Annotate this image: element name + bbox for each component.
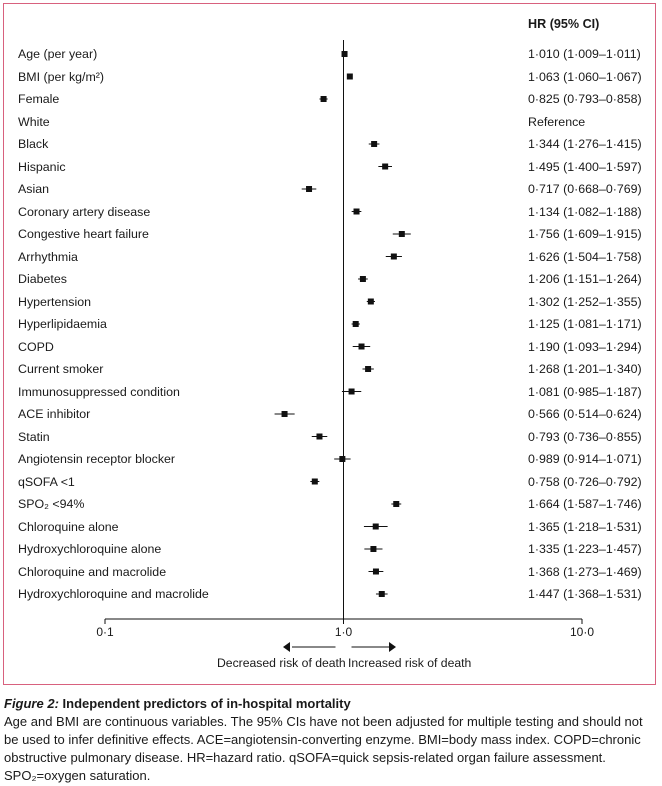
row-label: Hydroxychloroquine alone xyxy=(18,542,162,556)
row-hr-value: 1·206 (1·151–1·264) xyxy=(528,272,642,286)
hr-point xyxy=(339,456,346,462)
row-label: Immunosuppressed condition xyxy=(18,384,180,399)
hr-point xyxy=(341,51,348,57)
row-label: Current smoker xyxy=(18,362,104,376)
row-hr-value: 0·793 (0·736–0·855) xyxy=(528,429,642,444)
row-label: Statin xyxy=(18,429,50,444)
row-label: SPO₂ <94% xyxy=(18,497,85,511)
hr-point xyxy=(320,96,327,102)
hr-point xyxy=(353,208,360,215)
row-label: Female xyxy=(18,92,60,106)
hr-column-header: HR (95% CI) xyxy=(528,17,600,31)
figure-frame xyxy=(3,3,656,685)
row-label: Angiotensin receptor blocker xyxy=(18,452,176,466)
x-tick-label: 10·0 xyxy=(569,625,595,639)
row-label: Chloroquine and macrolide xyxy=(18,564,167,579)
hr-point xyxy=(359,276,366,282)
row-hr-value: 1·010 (1·009–1·011) xyxy=(528,47,641,61)
row-label: BMI (per kg/m²) xyxy=(18,69,105,84)
hr-point xyxy=(398,231,405,237)
row-label: Hispanic xyxy=(18,159,66,174)
decrease-arrow-head xyxy=(283,642,290,652)
row-label: ACE inhibitor xyxy=(18,407,91,421)
row-label: Diabetes xyxy=(18,272,67,286)
row-hr-value: 1·344 (1·276–1·415) xyxy=(528,137,642,151)
row-hr-value: 1·335 (1·223–1·457) xyxy=(528,542,642,556)
row-hr-value: 1·190 (1·093–1·294) xyxy=(528,339,642,354)
hr-point xyxy=(306,186,313,192)
row-label: Coronary artery disease xyxy=(18,204,151,219)
x-tick-label: 1·0 xyxy=(334,625,353,639)
row-hr-value: 1·495 (1·400–1·597) xyxy=(528,159,642,174)
row-hr-value: 0·566 (0·514–0·624) xyxy=(528,407,642,421)
row-label: Hypertension xyxy=(18,294,92,309)
hr-point xyxy=(358,343,365,350)
row-hr-value: 0·989 (0·914–1·071) xyxy=(528,452,642,466)
hr-point xyxy=(372,568,379,575)
row-label: Chloroquine alone xyxy=(18,519,119,534)
increased-risk-label: Increased risk of death xyxy=(348,656,472,670)
figure-caption: Figure 2: Independent predictors of in-h… xyxy=(4,695,656,785)
decreased-risk-label: Decreased risk of death xyxy=(217,656,346,670)
row-hr-value: 1·063 (1·060–1·067) xyxy=(528,69,642,84)
hr-point xyxy=(311,478,318,485)
caption-figure-label: Figure 2: xyxy=(4,696,59,711)
row-hr-value: 1·368 (1·273–1·469) xyxy=(528,564,642,579)
row-hr-value: 1·268 (1·201–1·340) xyxy=(528,362,642,376)
hr-point xyxy=(378,591,385,597)
row-hr-value: 1·302 (1·252–1·355) xyxy=(528,294,642,309)
hr-point xyxy=(382,163,389,170)
row-hr-value: 0·758 (0·726–0·792) xyxy=(528,474,642,489)
row-label: COPD xyxy=(18,339,54,354)
row-hr-value: 0·717 (0·668–0·769) xyxy=(528,182,642,196)
caption-title-line: Figure 2: Independent predictors of in-h… xyxy=(4,695,656,713)
row-hr-value: 1·134 (1·082–1·188) xyxy=(528,204,642,219)
row-hr-value: 1·081 (0·985–1·187) xyxy=(528,384,642,399)
row-label: qSOFA <1 xyxy=(18,474,75,489)
row-label: Hydroxychloroquine and macrolide xyxy=(18,587,209,601)
hr-point xyxy=(346,73,353,80)
hr-point xyxy=(390,253,397,260)
hr-point xyxy=(393,501,400,507)
hr-point xyxy=(352,321,359,327)
increase-arrow-head xyxy=(389,642,396,652)
row-label: Congestive heart failure xyxy=(18,227,149,241)
row-hr-value: 1·447 (1·368–1·531) xyxy=(528,587,642,601)
row-hr-value: 1·125 (1·081–1·171) xyxy=(528,317,642,331)
row-label: Asian xyxy=(18,182,49,196)
forest-plot xyxy=(104,40,583,652)
hr-point xyxy=(371,141,378,147)
row-label: Age (per year) xyxy=(18,47,98,61)
row-label: White xyxy=(18,114,50,129)
hr-point xyxy=(365,366,372,372)
row-hr-value: 1·664 (1·587–1·746) xyxy=(528,497,642,511)
row-hr-value: 1·756 (1·609–1·915) xyxy=(528,227,642,241)
row-label: Arrhythmia xyxy=(18,249,78,264)
hr-point xyxy=(367,298,374,305)
hr-point xyxy=(372,523,379,530)
caption-body: Age and BMI are continuous variables. Th… xyxy=(4,714,643,783)
row-hr-value: Reference xyxy=(528,114,586,129)
caption-title: Independent predictors of in-hospital mo… xyxy=(62,696,351,711)
hr-point xyxy=(348,388,355,395)
row-hr-value: 1·626 (1·504–1·758) xyxy=(528,249,642,264)
row-hr-value: 1·365 (1·218–1·531) xyxy=(528,519,642,534)
hr-point xyxy=(370,546,377,552)
hr-point xyxy=(281,411,288,417)
row-hr-value: 0·825 (0·793–0·858) xyxy=(528,92,642,106)
x-tick-label: 0·1 xyxy=(96,625,114,639)
row-label: Black xyxy=(18,137,49,151)
hr-point xyxy=(316,433,323,440)
row-label: Hyperlipidaemia xyxy=(18,317,107,331)
